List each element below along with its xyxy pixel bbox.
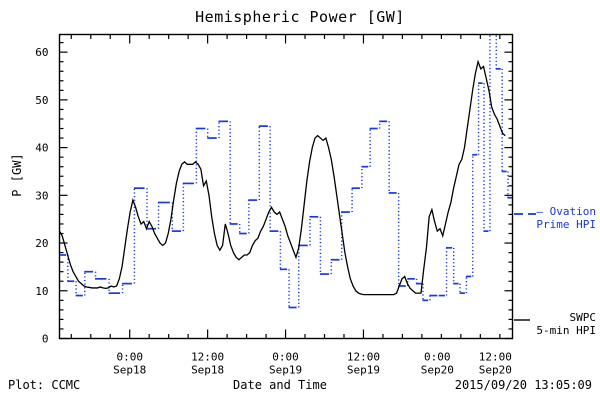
x-tick-time-label: 12:00 [191,351,224,364]
legend-marks [514,213,536,321]
x-tick-time-label: 0:00 [272,351,299,364]
x-axis-label: Date and Time [233,378,327,392]
x-tick-date-label: Sep18 [113,364,146,377]
legend-swpc-line2: 5-min HPI [536,324,596,337]
x-tick-time-label: 12:00 [347,351,380,364]
legend-ovation-line2: Prime HPI [536,218,596,231]
x-tick-date-label: Sep20 [421,364,454,377]
timestamp: 2015/09/20 13:05:09 [454,378,592,392]
legend-swpc: SWPC 5-min HPI [530,311,596,337]
y-tick-label: 20 [35,237,48,250]
x-tick-time-label: 0:00 [424,351,451,364]
x-tick-date-label: Sep18 [191,364,224,377]
x-axis-ticks: 0:00Sep1812:00Sep180:00Sep1912:00Sep190:… [70,34,512,377]
legend-swpc-line1: SWPC [569,311,597,324]
y-axis-ticks: 0 10 20 30 40 50 60 [35,42,513,346]
y-tick-label: 30 [35,189,48,202]
y-tick-label: 50 [35,94,48,107]
x-tick-date-label: Sep19 [269,364,302,377]
x-tick-time-label: 12:00 [479,351,512,364]
x-tick-date-label: Sep20 [479,364,512,377]
legend-ovation-prime: — Ovation Prime HPI [536,205,596,231]
plot-credit: Plot: CCMC [8,378,81,392]
page-title: Hemispheric Power [GW] [195,8,405,26]
legend-ovation-line1: — Ovation [536,205,596,218]
series-swpc-5min-hpi [59,59,506,296]
series-ovation-prime-hpi [60,34,513,309]
y-tick-label: 60 [35,46,48,59]
x-tick-time-label: 0:00 [116,351,143,364]
y-tick-label: 40 [35,142,48,155]
y-tick-label: 10 [35,285,48,298]
axes-frame [58,33,514,340]
y-tick-label: 0 [42,333,49,346]
x-tick-date-label: Sep19 [347,364,380,377]
